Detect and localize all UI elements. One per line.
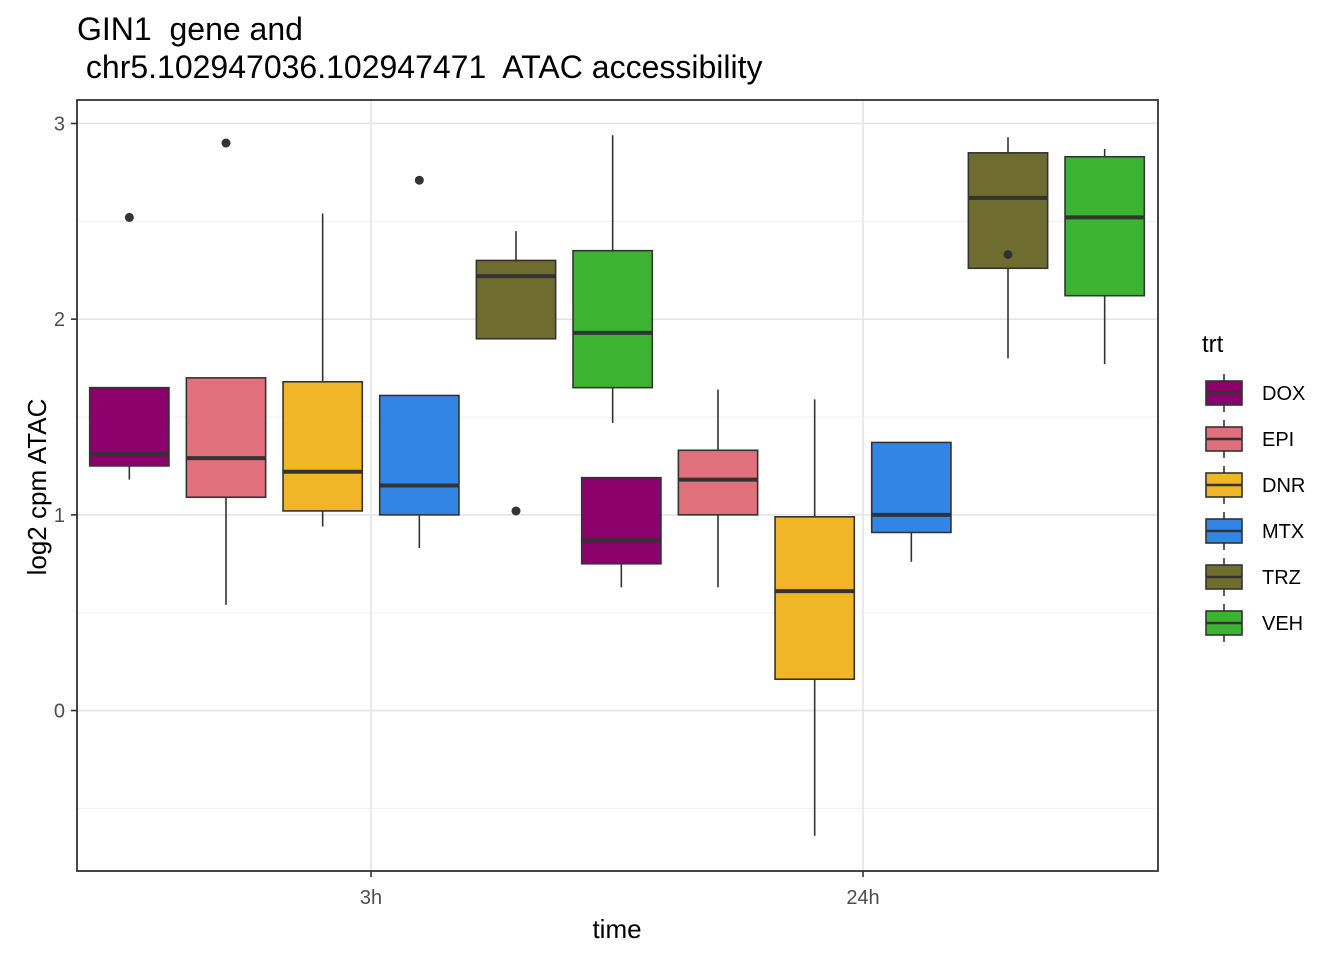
x-tick-label: 24h (846, 887, 879, 909)
y-tick-label: 2 (54, 309, 65, 331)
x-axis-title: time (592, 914, 641, 944)
outlier-point (221, 138, 231, 148)
box-veh-3h (572, 135, 654, 423)
legend-label: DNR (1262, 475, 1305, 497)
outlier-point (414, 175, 424, 185)
x-tick-label: 3h (360, 887, 382, 909)
legend: trt DOX EPI DNR MTX TRZ VEH (1202, 331, 1305, 642)
box-body (967, 152, 1049, 270)
legend-label: TRZ (1262, 567, 1301, 589)
box-epi-24h (677, 389, 759, 588)
outlier-point (124, 212, 134, 222)
legend-label: VEH (1262, 613, 1303, 635)
box-mtx-3h (378, 175, 460, 549)
box-dnr-3h (282, 213, 364, 527)
box-trz-24h (967, 137, 1049, 359)
box-epi-3h (185, 138, 267, 605)
legend-label: EPI (1262, 429, 1294, 451)
box-body (677, 449, 759, 516)
box-body (378, 394, 460, 516)
box-trz-3h (475, 231, 557, 516)
box-dox-24h (580, 328, 662, 588)
box-veh-24h (1064, 148, 1146, 365)
box-body (282, 380, 364, 512)
box-body (870, 441, 952, 534)
legend-item-mtx: MTX (1205, 512, 1304, 550)
legend-label: DOX (1262, 383, 1305, 405)
y-tick-label: 3 (54, 113, 65, 135)
legend-item-trz: TRZ (1205, 558, 1301, 596)
y-tick-label: 1 (54, 505, 65, 527)
box-body (1064, 155, 1146, 297)
legend-item-dnr: DNR (1205, 466, 1305, 504)
box-mtx-24h (870, 441, 952, 562)
box-dnr-24h (774, 399, 856, 836)
legend-item-epi: EPI (1205, 420, 1294, 458)
legend-title: trt (1202, 331, 1224, 358)
plot-area: 0 1 2 3 3h 24h (54, 99, 1159, 909)
box-body (185, 377, 267, 499)
chart-title-line1: GIN1 gene and (77, 11, 303, 47)
box-body (475, 259, 557, 340)
box-dox-3h (88, 212, 170, 480)
y-axis-title: log2 cpm ATAC (22, 399, 52, 576)
legend-label: MTX (1262, 521, 1304, 543)
panel-border (76, 99, 1159, 872)
outlier-point (1003, 250, 1013, 260)
legend-item-dox: DOX (1205, 374, 1305, 412)
box-body (774, 516, 856, 681)
y-tick-label: 0 (54, 701, 65, 723)
legend-item-veh: VEH (1205, 604, 1303, 642)
box-body (580, 476, 662, 565)
outlier-point (511, 506, 521, 516)
box-body (572, 249, 654, 389)
chart-title-line2: chr5.102947036.102947471 ATAC accessibil… (77, 49, 762, 85)
